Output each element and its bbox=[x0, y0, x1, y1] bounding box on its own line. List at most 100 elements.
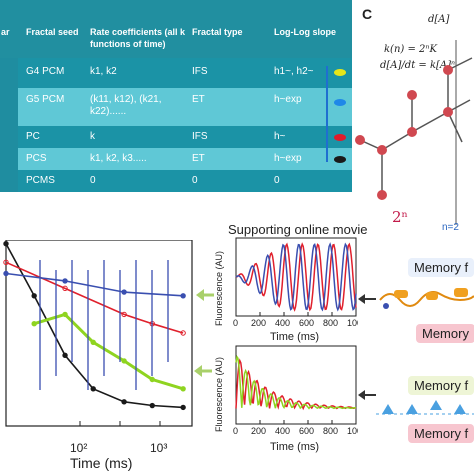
table-row-bg bbox=[18, 148, 352, 170]
y-axis-label: Fluorescence (AU) bbox=[214, 357, 224, 432]
data-point bbox=[62, 278, 68, 284]
series-line bbox=[5, 272, 184, 297]
equation-top: d[A] bbox=[428, 14, 450, 25]
table-cell: IFS bbox=[192, 131, 208, 142]
table-row-bg bbox=[18, 58, 352, 88]
x-tick-label: 600 bbox=[299, 318, 314, 328]
data-point bbox=[62, 311, 68, 318]
fluorescence-chart-bottom: Fluorescence (AU) 0 200 400 600 800 1000 Time… bbox=[214, 345, 358, 453]
data-point bbox=[31, 293, 37, 299]
x-tick-label: 800 bbox=[323, 318, 338, 328]
x-tick-label: 400 bbox=[275, 318, 290, 328]
table-row-bg bbox=[18, 126, 352, 148]
plot-frame bbox=[235, 345, 357, 425]
table-cell: h~ bbox=[274, 131, 286, 142]
memory-label-top: Memory f bbox=[408, 258, 474, 277]
x-tick-label: 400 bbox=[275, 426, 290, 436]
slope-bracket bbox=[326, 66, 328, 162]
arrow-left-icon bbox=[358, 294, 376, 304]
table-row: PCMS bbox=[26, 175, 55, 186]
legend-dot-black bbox=[334, 156, 346, 163]
equation-rate: k(n) = 2ⁿK bbox=[384, 44, 437, 55]
data-point bbox=[90, 339, 96, 346]
table-cell: ET bbox=[192, 153, 205, 164]
data-point bbox=[121, 358, 127, 364]
table-cell: ET bbox=[192, 94, 205, 105]
legend-dot-blue bbox=[334, 99, 346, 106]
x-tick-label: 200 bbox=[251, 318, 266, 328]
legend-dot-red bbox=[334, 134, 346, 141]
table-row: G4 PCM bbox=[26, 66, 65, 77]
x-tick-label: 600 bbox=[299, 426, 314, 436]
data-point bbox=[3, 241, 9, 247]
arrow-left-icon bbox=[358, 390, 376, 400]
series-line bbox=[235, 354, 357, 410]
data-point bbox=[121, 311, 127, 318]
table-header-rate: Rate coefficients (all k functions of ti… bbox=[90, 27, 186, 49]
table-cell: 0 bbox=[274, 175, 280, 186]
tree-node bbox=[355, 135, 365, 145]
table-cell: IFS bbox=[192, 66, 208, 77]
fractal-tree-diagram bbox=[355, 40, 473, 225]
x-tick-label: 10³ bbox=[150, 441, 167, 455]
table-row-bg bbox=[18, 88, 352, 126]
data-point bbox=[62, 352, 68, 359]
table-header bbox=[0, 0, 352, 58]
tree-node bbox=[443, 107, 453, 117]
tree-node bbox=[407, 90, 417, 100]
table-header-seed: Fractal seed bbox=[26, 27, 79, 37]
table-row: PCS bbox=[26, 153, 47, 164]
x-tick-label: 0 bbox=[233, 426, 238, 436]
panel-label-c: C bbox=[362, 6, 373, 22]
data-point bbox=[180, 404, 186, 411]
arrow-left-icon bbox=[194, 365, 212, 377]
x-axis-label: Time (ms) bbox=[70, 455, 132, 471]
table-cell: 0 bbox=[90, 175, 96, 186]
data-point bbox=[90, 386, 96, 392]
n-label: n=2 bbox=[442, 222, 459, 233]
memory-chain-blue bbox=[376, 400, 474, 415]
table-row-bg bbox=[18, 170, 352, 192]
x-tick-label: 200 bbox=[251, 426, 266, 436]
power-label: 2ⁿ bbox=[392, 208, 409, 226]
table-header-col0: ar bbox=[1, 27, 10, 37]
data-point bbox=[180, 293, 186, 299]
data-point bbox=[31, 321, 37, 327]
data-point bbox=[3, 259, 9, 266]
x-tick-label: 1000 bbox=[347, 426, 358, 436]
data-point bbox=[149, 376, 155, 383]
data-point bbox=[121, 289, 127, 295]
data-point bbox=[121, 399, 127, 405]
table-header-type: Fractal type bbox=[192, 27, 243, 37]
series-line bbox=[5, 261, 184, 334]
supporting-movie-title: Supporting online movie bbox=[228, 222, 368, 237]
x-tick-label: 800 bbox=[323, 426, 338, 436]
x-tick-label: 10² bbox=[70, 441, 87, 455]
table-row: G5 PCM bbox=[26, 94, 65, 105]
x-axis-label: Time (ms) bbox=[270, 441, 319, 453]
table-cell: h~exp bbox=[274, 94, 302, 105]
series-line bbox=[235, 358, 357, 411]
y-axis-label: Fluorescence (AU) bbox=[214, 251, 224, 326]
data-point bbox=[149, 402, 155, 409]
table-cell: 0 bbox=[192, 175, 198, 186]
loglog-decay-chart: 10² 10³ Time (ms) bbox=[3, 240, 193, 471]
memory-label-green: Memory f bbox=[408, 376, 474, 395]
data-point bbox=[62, 285, 68, 292]
memory-label-pink: Memory bbox=[416, 324, 474, 343]
series-line bbox=[235, 242, 357, 312]
table-cell: k bbox=[90, 131, 95, 142]
table-cell: h~exp bbox=[274, 153, 302, 164]
memory-chain-orange bbox=[379, 288, 474, 309]
table-left-column bbox=[0, 58, 18, 192]
tree-node bbox=[377, 145, 387, 155]
fractal-table: ar Fractal seed Rate coefficients (all k… bbox=[0, 0, 352, 192]
plot-frame bbox=[5, 240, 193, 427]
series-line bbox=[33, 312, 184, 391]
x-axis-label: Time (ms) bbox=[270, 331, 319, 343]
arrow-left-icon bbox=[196, 289, 214, 301]
table-row: PC bbox=[26, 131, 40, 142]
tree-node bbox=[377, 190, 387, 200]
data-point bbox=[3, 270, 9, 277]
table-header-slope: Log-Log slope bbox=[274, 27, 336, 37]
